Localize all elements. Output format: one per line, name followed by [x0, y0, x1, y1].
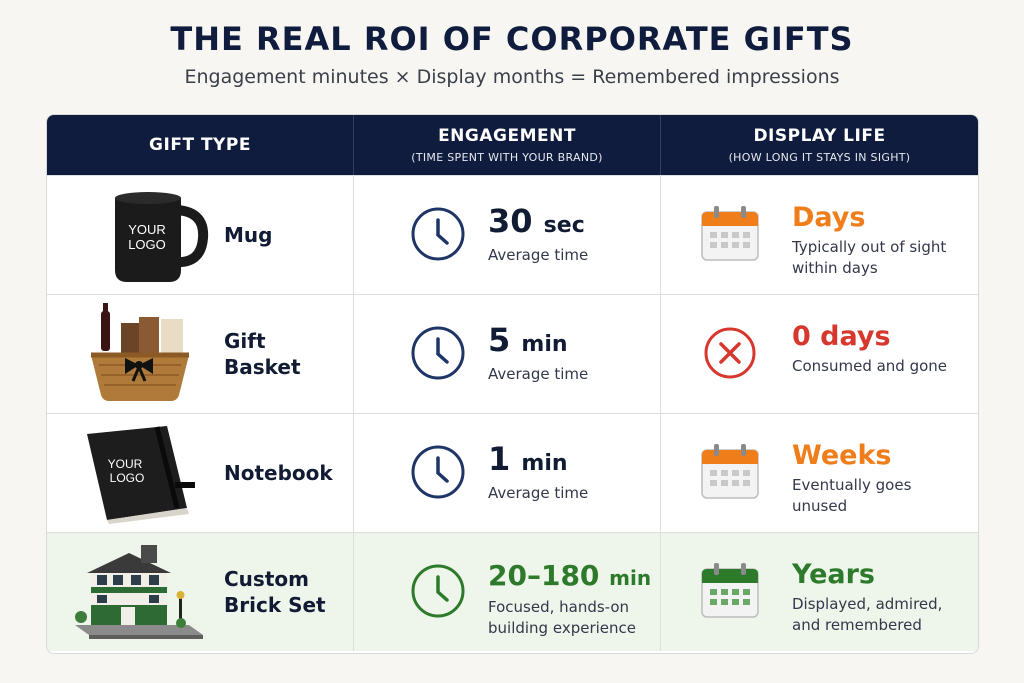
gift-cell: YOUR LOGO Mug — [47, 176, 354, 294]
header-gift-type: GIFT TYPE — [47, 115, 354, 175]
engagement-unit: min — [521, 451, 568, 476]
engagement-number: 30 — [488, 202, 533, 240]
display-desc: Displayed, admired, and remembered — [792, 595, 943, 634]
clock-icon — [411, 326, 465, 380]
engagement-number: 1 — [488, 440, 511, 478]
clock-icon — [411, 445, 465, 499]
calendar-icon — [701, 206, 759, 261]
engagement-unit: sec — [543, 213, 585, 238]
display-cell: Days Typically out of sight within days — [661, 176, 978, 294]
clock-icon — [411, 564, 465, 618]
display-cell: Years Displayed, admired, and remembered — [661, 533, 978, 651]
gift-cell: YOUR LOGO Notebook — [47, 414, 354, 532]
gift-basket-image — [91, 303, 189, 401]
display-value: Days — [792, 202, 866, 233]
engagement-cell: 30 sec Average time — [354, 176, 661, 294]
header-display-life: DISPLAY LIFE (HOW LONG IT STAYS IN SIGHT… — [661, 115, 978, 175]
x-circle-icon — [704, 327, 756, 379]
display-desc: Eventually goes unused — [792, 476, 912, 515]
notebook-image: YOUR LOGO — [87, 426, 195, 524]
gift-cell: Custom Brick Set — [47, 533, 354, 651]
engagement-desc: Average time — [488, 365, 589, 383]
engagement-value: 1 min — [488, 440, 568, 478]
svg-text:YOUR: YOUR — [128, 222, 166, 237]
engagement-desc: Average time — [488, 484, 589, 502]
header-engagement: ENGAGEMENT (TIME SPENT WITH YOUR BRAND) — [354, 115, 661, 175]
display-desc: Consumed and gone — [792, 357, 948, 375]
gift-name: Mug — [224, 223, 273, 247]
engagement-number: 20–180 — [488, 559, 600, 592]
engagement-cell: 20–180 min Focused, hands-on building ex… — [354, 533, 661, 651]
table-row: Gift Basket 5 min Average time 0 days Co… — [47, 294, 978, 413]
page-title: THE REAL ROI OF CORPORATE GIFTS — [170, 20, 854, 58]
engagement-desc: Focused, hands-on building experience — [488, 598, 636, 637]
header-display-life-label: DISPLAY LIFE — [753, 126, 886, 146]
engagement-value: 30 sec — [488, 202, 585, 240]
svg-text:LOGO: LOGO — [110, 471, 145, 485]
header-engagement-label: ENGAGEMENT — [438, 126, 576, 146]
svg-text:LOGO: LOGO — [128, 237, 166, 252]
engagement-cell: 5 min Average time — [354, 295, 661, 413]
svg-text:YOUR: YOUR — [108, 457, 143, 471]
display-value: 0 days — [792, 321, 891, 352]
gift-name: Gift Basket — [224, 329, 301, 379]
engagement-unit: min — [521, 332, 568, 357]
gift-cell: Gift Basket — [47, 295, 354, 413]
engagement-value: 5 min — [488, 321, 568, 359]
engagement-cell: 1 min Average time — [354, 414, 661, 532]
display-cell: Weeks Eventually goes unused — [661, 414, 978, 532]
calendar-icon — [701, 444, 759, 499]
header-gift-type-label: GIFT TYPE — [149, 135, 251, 155]
engagement-unit: min — [609, 566, 652, 590]
table-row: YOUR LOGO Mug 30 sec Average time — [47, 175, 978, 294]
display-cell: 0 days Consumed and gone — [661, 295, 978, 413]
display-desc: Typically out of sight within days — [792, 238, 947, 277]
gift-name: Custom Brick Set — [224, 567, 326, 617]
header-engagement-sublabel: (TIME SPENT WITH YOUR BRAND) — [411, 151, 603, 164]
brick-set-image — [75, 545, 203, 639]
engagement-value: 20–180 min — [488, 559, 651, 592]
engagement-number: 5 — [488, 321, 511, 359]
gift-name: Notebook — [224, 461, 333, 485]
header-display-life-sublabel: (HOW LONG IT STAYS IN SIGHT) — [728, 151, 911, 164]
clock-icon — [411, 207, 465, 261]
engagement-desc: Average time — [488, 246, 589, 264]
table-row: YOUR LOGO Notebook 1 min Average time — [47, 413, 978, 532]
page-subtitle: Engagement minutes × Display months = Re… — [184, 66, 840, 88]
table-header: GIFT TYPE ENGAGEMENT (TIME SPENT WITH YO… — [47, 115, 978, 175]
calendar-icon — [701, 563, 759, 618]
display-value: Years — [792, 559, 875, 590]
display-value: Weeks — [792, 440, 892, 471]
roi-table: GIFT TYPE ENGAGEMENT (TIME SPENT WITH YO… — [46, 114, 979, 654]
mug-image: YOUR LOGO — [115, 192, 209, 282]
table-row: Custom Brick Set 20–180 min Focused, han… — [47, 532, 978, 651]
